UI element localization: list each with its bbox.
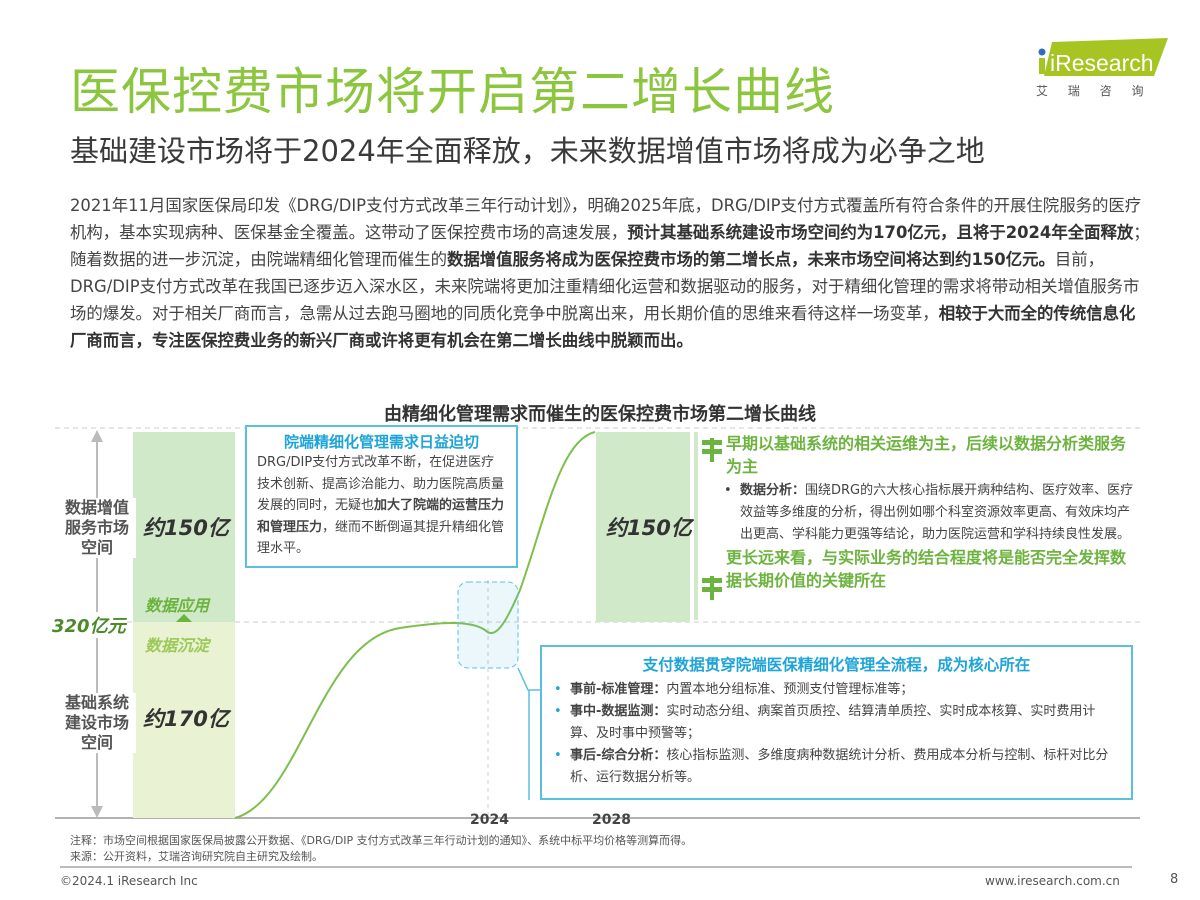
box2-item: • 事前-标准管理：内置本地分组标准、预测支付管理标准等； <box>554 679 1119 701</box>
box2-list: • 事前-标准管理：内置本地分组标准、预测支付管理标准等； • 事中-数据监测：实时动… <box>554 679 1119 789</box>
bar-bottom-value: 约170亿 <box>143 707 229 731</box>
inflection-highlight <box>457 581 519 669</box>
paragraph-segment: 2021年11月国家医保局印发《DRG/DIP支付方式改革三年行动计划》，明确2… <box>70 196 1142 242</box>
total-label: 320亿元 <box>52 612 126 638</box>
item-text: 实时动态分组、病案首页质控、结算清单质控、实时成本核算、实时费用计算、及时事中预… <box>570 704 1096 741</box>
svg-text:iResearch: iResearch <box>1050 50 1154 76</box>
year-2028: 2028 <box>592 812 631 828</box>
box1-text: DRG/DIP支付方式改革不断，在促进医疗技术创新、提高诊治能力、助力医院高质量… <box>257 455 505 556</box>
arrow-down-icon <box>91 806 103 818</box>
right-text-block: 早期以基础系统的相关运维为主，后续以数据分析类服务为主 • 数据分析：围绕DRG的… <box>694 432 1134 620</box>
item-label: 事后-综合分析： <box>570 748 667 763</box>
box2-item: • 事后-综合分析：核心指标监测、多维度病种数据统计分析、费用成本分析与控制、标杆… <box>554 745 1119 789</box>
page-subtitle: 基础建设市场将于2024年全面释放，未来数据增值市场将成为必争之地 <box>70 134 985 168</box>
right-heading-2: 更长远来看，与实际业务的结合程度将是能否完全发挥数据长期价值的关键所在 <box>726 548 1127 590</box>
box-payment-data: 支付数据贯穿院端医保精细化管理全流程，成为核心所在 • 事前-标准管理：内置本地分… <box>540 645 1133 800</box>
website-link[interactable]: www.iresearch.com.cn <box>985 874 1120 888</box>
iresearch-logo: iResearch 艾 瑞 咨 询 <box>1030 38 1170 98</box>
base-system-bar <box>133 622 235 818</box>
signpost-icon <box>702 438 722 462</box>
note-text: 注释：市场空间根据国家医保局披露公开数据、《DRG/DIP 支付方式改革三年行动… <box>70 834 693 847</box>
paragraph-segment: ；随着数据的进一步沉淀，由院端精细化管理而催生的 <box>70 223 1150 269</box>
box2-item: • 事中-数据监测：实时动态分组、病案首页质控、结算清单质控、实时成本核算、实时费… <box>554 701 1119 745</box>
item-text: 内置本地分组标准、预测支付管理标准等； <box>666 682 914 697</box>
box2-title: 支付数据贯穿院端医保精细化管理全流程，成为核心所在 <box>642 656 1031 674</box>
box1-title: 院端精细化管理需求日益迫切 <box>283 433 479 451</box>
right-heading-1: 早期以基础系统的相关运维为主，后续以数据分析类服务为主 <box>726 434 1127 476</box>
bullet-icon: • <box>554 704 562 719</box>
paragraph-bold-segment: 数据增值服务将成为医保控费市场的第二增长点，未来市场空间将达到约150亿元。 <box>446 250 1055 269</box>
data-apply-label: 数据应用 <box>145 596 210 615</box>
source-text: 来源：公开资料，艾瑞咨询研究院自主研究及绘制。 <box>70 850 323 863</box>
paragraph-segment: 目前，DRG/DIP支付方式改革在我国已逐步迈入深水区，未来院端将更加注重精细化… <box>70 250 1140 323</box>
page-title: 医保控费市场将开启第二增长曲线 <box>70 63 835 121</box>
item-label: 事中-数据监测： <box>570 704 667 719</box>
bar-top-value: 约150亿 <box>143 516 229 540</box>
axis-bottom-label: 基础系统 建设市场 空间 <box>58 693 136 753</box>
second-growth-curve-line <box>234 431 596 819</box>
year-2024: 2024 <box>470 812 509 828</box>
bullet-icon: • <box>554 682 562 697</box>
copyright: ©2024.1 iResearch Inc <box>60 874 198 888</box>
axis-top-label: 数据增值 服务市场 空间 <box>58 498 136 558</box>
item-text: 核心指标监测、多维度病种数据统计分析、费用成本分析与控制、标杆对比分析、运行数据… <box>570 748 1109 785</box>
logo-cn: 艾 瑞 咨 询 <box>1036 84 1152 98</box>
box-management-demand: 院端精细化管理需求日益迫切 DRG/DIP支付方式改革不断，在促进医疗技术创新、… <box>245 425 518 568</box>
right-bar-value: 约150亿 <box>606 516 692 540</box>
diagram-title: 由精细化管理需求而催生的医保控费市场第二增长曲线 <box>384 404 816 425</box>
right-bar <box>596 432 690 622</box>
bullet-icon: • <box>554 748 562 763</box>
data-service-bar <box>133 432 235 622</box>
paragraph-bold-segment: 预计其基础系统建设市场空间约为170亿元，且将于2024年全面释放 <box>627 223 1134 242</box>
connector-line <box>517 667 540 691</box>
signpost-icon <box>702 576 722 600</box>
right-bullet: • 数据分析：围绕DRG的六大核心指标展开病种结构、医疗效率、医疗效益等多维度的分… <box>724 483 1134 542</box>
paragraph-bold-segment: 相较于大而全的传统信息化厂商而言，专注医保控费业务的新兴厂商或许将更有机会在第二… <box>70 304 1136 350</box>
page-number: 8 <box>1170 872 1179 887</box>
intro-paragraph: 2021年11月国家医保局印发《DRG/DIP支付方式改革三年行动计划》，明确2… <box>70 192 1150 354</box>
item-label: 事前-标准管理： <box>570 682 667 697</box>
arrow-up-icon <box>91 430 103 442</box>
arrow-up-green-icon <box>176 614 192 622</box>
logo-graphic: iResearch <box>1038 38 1168 76</box>
data-settle-label: 数据沉淀 <box>145 636 210 655</box>
footer-divider <box>60 866 1132 868</box>
